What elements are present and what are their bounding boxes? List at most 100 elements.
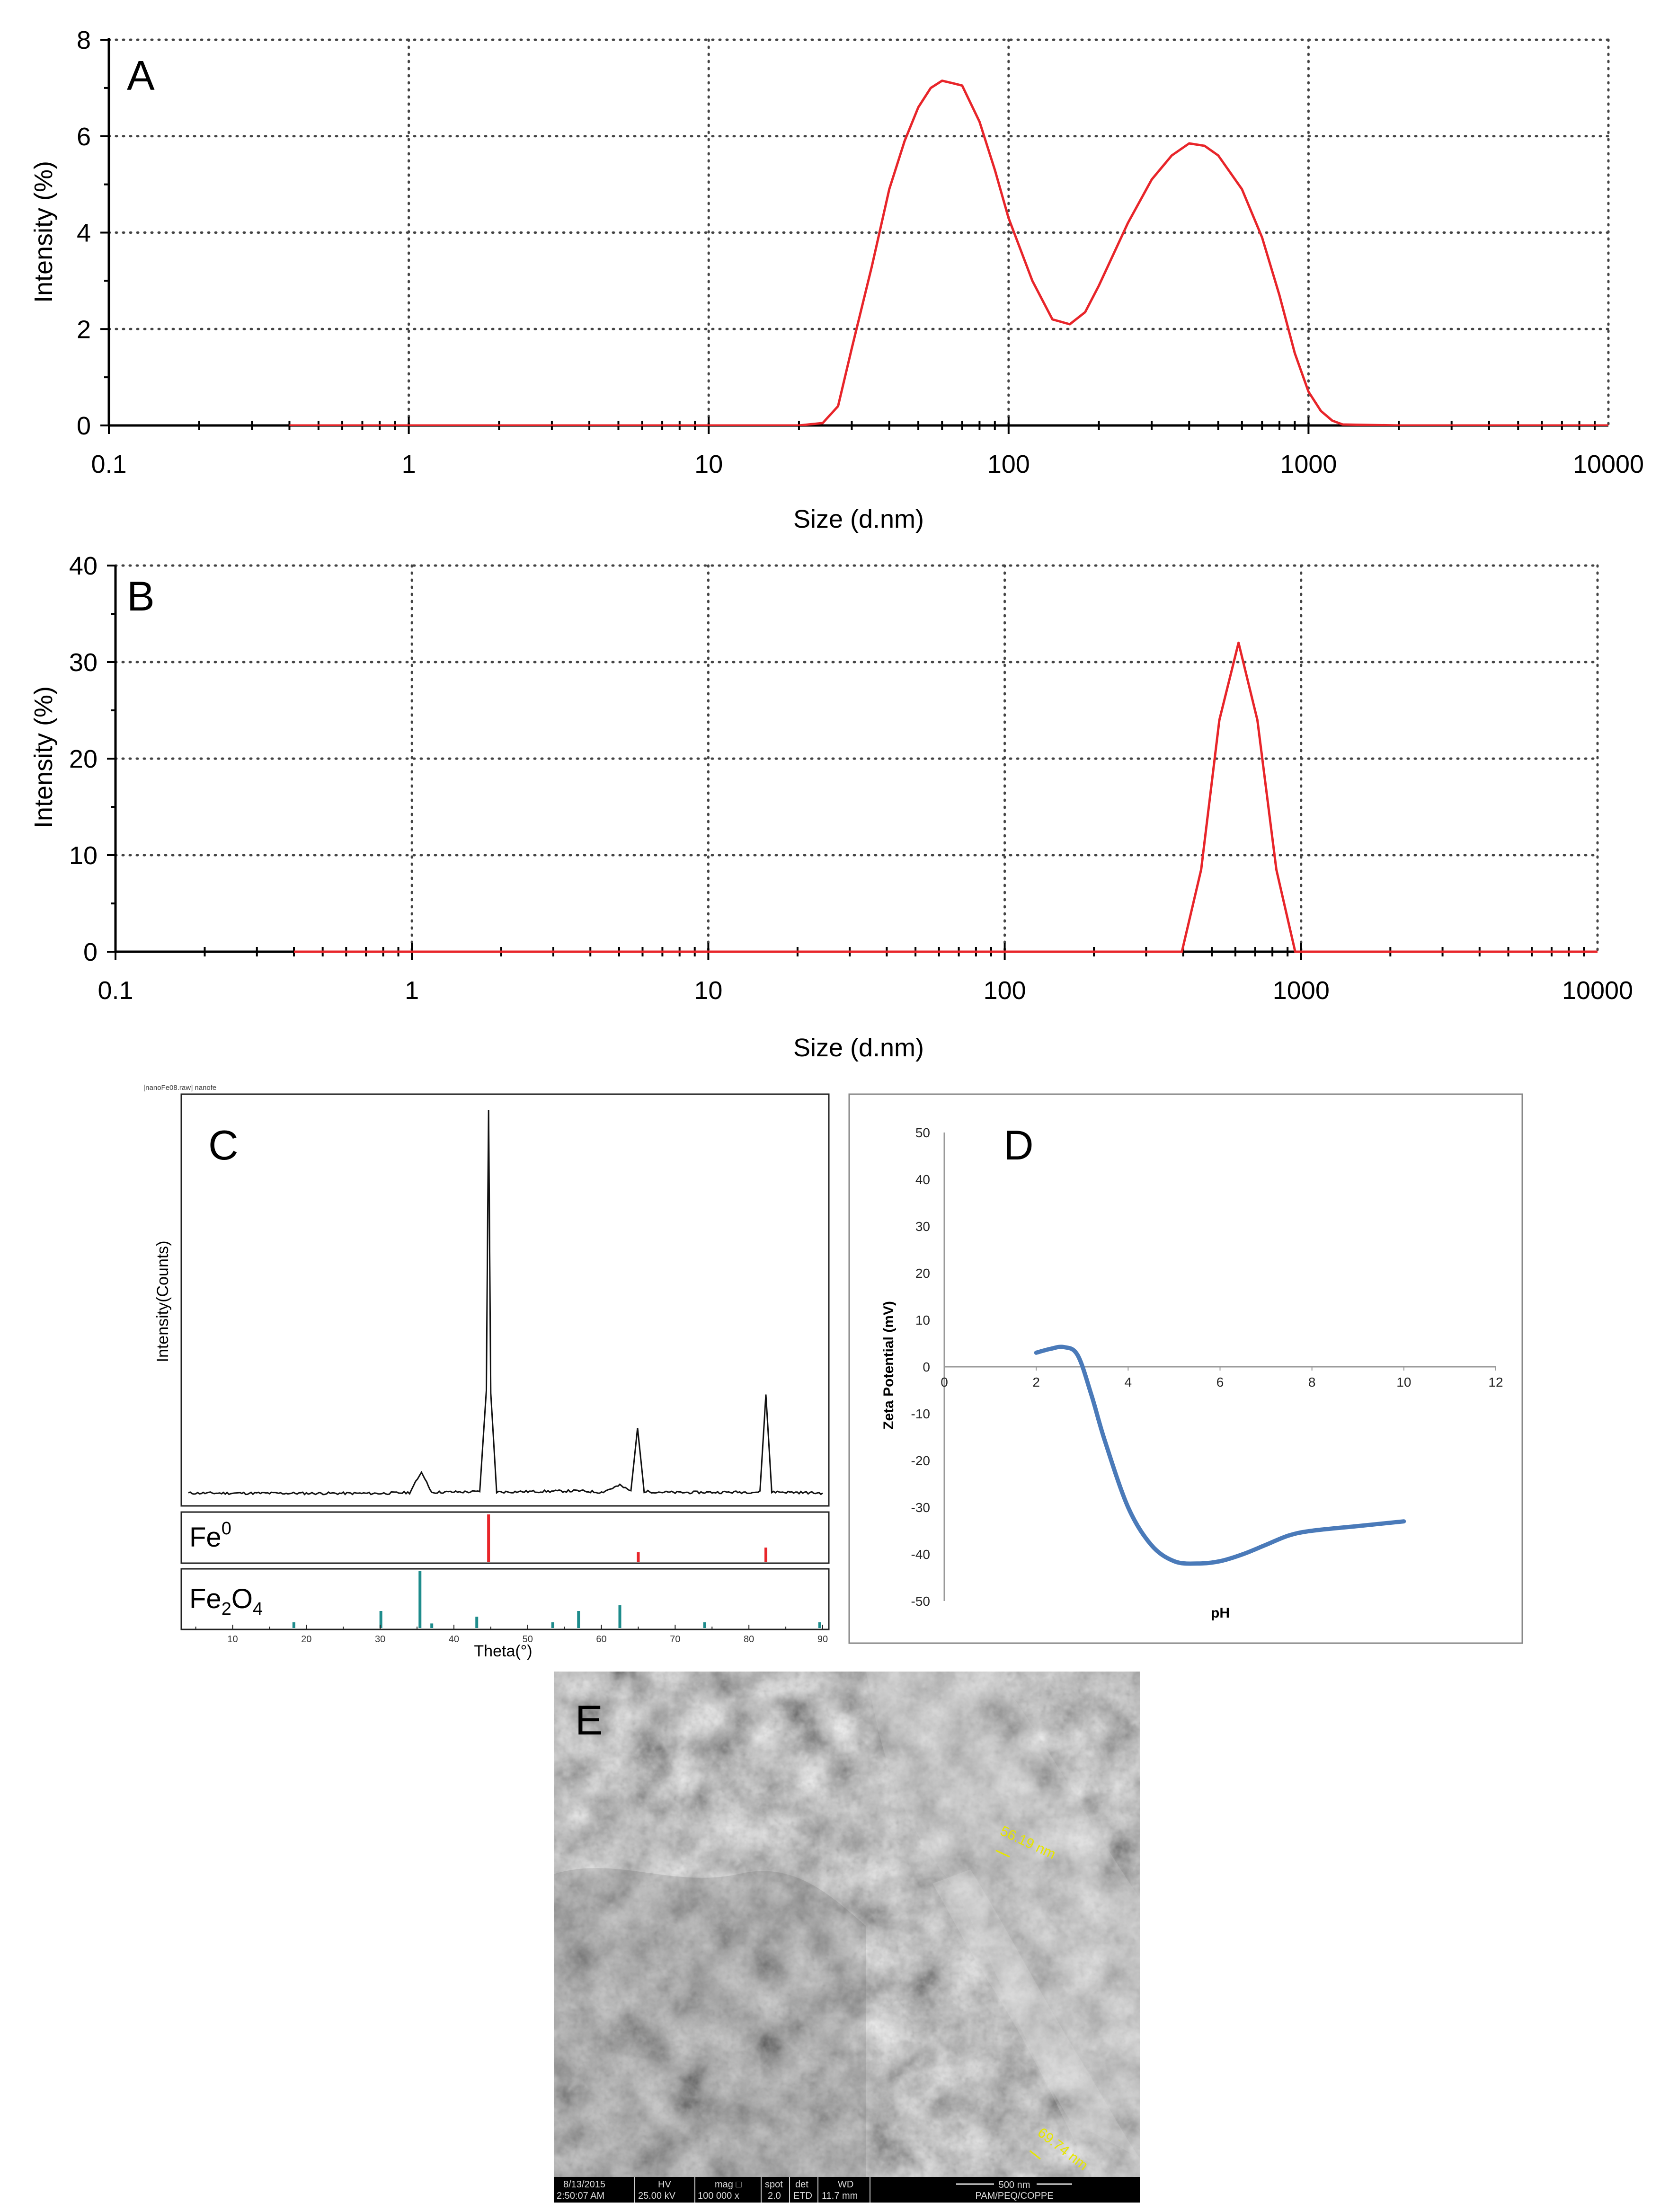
- sem-spot-value: 2.0: [768, 2191, 781, 2201]
- panel-c-fe0-peaks: [487, 1514, 768, 1562]
- panel-a-y-label: Intensity (%): [29, 161, 58, 303]
- sem-mag-label: mag □: [715, 2179, 742, 2190]
- sem-hv-label: HV: [658, 2179, 671, 2190]
- d-y-tick-label: -50: [911, 1594, 930, 1609]
- c-x-tick-label: 30: [375, 1634, 385, 1645]
- b-y-tick-label: 30: [69, 648, 98, 677]
- c-x-tick-label: 40: [449, 1634, 459, 1645]
- b-y-tick-label: 20: [69, 745, 98, 773]
- d-x-tick-label: 10: [1396, 1375, 1411, 1389]
- panel-c-fe2o4-frame: [180, 1568, 830, 1630]
- c-x-tick-label: 70: [670, 1634, 680, 1645]
- a-x-tick-label: 1000: [1280, 450, 1337, 478]
- d-y-tick-label: -10: [911, 1407, 930, 1421]
- panel-d-series: [1034, 1345, 1406, 1566]
- panel-b-ticks: [107, 565, 1585, 960]
- panel-d-ticks: [944, 1367, 1496, 1371]
- d-x-tick-label: 8: [1308, 1375, 1316, 1389]
- a-y-tick-label: 2: [77, 315, 91, 344]
- d-y-tick-label: 50: [915, 1125, 930, 1140]
- d-zeta-curve: [1034, 1345, 1406, 1566]
- sem-hv-value: 25.00 kV: [638, 2191, 676, 2201]
- panel-c-fe2o4-label: Fe2O4: [189, 1584, 263, 1619]
- a-x-tick-label: 10000: [1573, 450, 1644, 478]
- b-y-tick-label: 0: [83, 938, 98, 966]
- a-y-tick-label: 6: [77, 123, 91, 151]
- sem-wd-label: WD: [838, 2179, 853, 2190]
- a-intensity-line: [289, 80, 1608, 426]
- sem-wd-value: 11.7 mm: [822, 2191, 858, 2201]
- panel-c-fe0-label: Fe0: [189, 1519, 231, 1553]
- b-x-tick-label: 1000: [1273, 976, 1330, 1005]
- panel-b-x-label: Size (d.nm): [793, 1034, 924, 1062]
- d-x-tick-label: 6: [1216, 1375, 1224, 1389]
- b-x-tick-label: 100: [984, 976, 1026, 1005]
- d-y-tick-label: 10: [915, 1313, 930, 1327]
- c-x-tick-label: 50: [523, 1634, 533, 1645]
- a-x-tick-label: 100: [987, 450, 1030, 478]
- panel-b-label: B: [127, 573, 155, 619]
- a-x-tick-label: 0.1: [91, 450, 126, 478]
- panel-a-x-label: Size (d.nm): [793, 505, 924, 533]
- panel-a-size-distribution: 0.1 1 10 100 1000 10000 0 2 4 6 8 A Size (d.nm) In…: [29, 26, 1644, 533]
- d-y-tick-label: 40: [915, 1172, 930, 1187]
- panel-c-header: [nanoFe08.raw] nanofe: [143, 1084, 216, 1092]
- b-y-tick-label: 40: [69, 552, 98, 580]
- d-x-tick-label: 0: [941, 1375, 948, 1389]
- panel-c-pattern: [188, 1109, 823, 1495]
- b-x-tick-label: 1: [405, 976, 419, 1005]
- panel-c-plot-frame: [180, 1093, 830, 1507]
- panel-c-y-label: Intensity(Counts): [154, 1241, 172, 1363]
- d-y-tick-label: -20: [911, 1453, 930, 1468]
- panel-d-tick-labels: 50 40 30 20 10 0 -10 -20 -30 -40 -50 0 2 4 6 8 10 12: [911, 1125, 1503, 1609]
- d-y-tick-label: 30: [915, 1219, 930, 1234]
- a-y-tick-label: 8: [77, 26, 91, 54]
- sem-bright-ridge: [866, 1672, 1140, 2158]
- panel-c-xrd: [nanoFe08.raw] nanofe 10 20 30 40 50 60 70 80 90…: [143, 1084, 830, 1660]
- panel-b-y-label: Intensity (%): [29, 686, 58, 828]
- sem-scale-label: 500 nm: [999, 2180, 1030, 2190]
- c-x-tick-label: 20: [301, 1634, 311, 1645]
- panel-c-fe0-frame: [180, 1511, 830, 1564]
- panel-b-size-distribution: 0.1 1 10 100 1000 10000 0 10 20 30 40 B Size (d.nm…: [29, 552, 1633, 1062]
- sem-det-label: det: [795, 2179, 808, 2190]
- d-y-tick-label: -30: [911, 1500, 930, 1515]
- sem-mag-value: 100 000 x: [698, 2191, 739, 2201]
- a-y-tick-label: 4: [77, 219, 91, 248]
- panel-e-sem-image: E 56.19 nm 69.74 nm 8/13/2015 2:50:07 AM…: [554, 1672, 1140, 2203]
- panel-d-label: D: [1003, 1122, 1034, 1168]
- panel-d-zeta: 50 40 30 20 10 0 -10 -20 -30 -40 -50 0 2 4 6 8 10 12 D Ze…: [848, 1093, 1523, 1644]
- d-x-tick-label: 4: [1125, 1375, 1132, 1389]
- c-x-tick-label: 90: [817, 1634, 828, 1645]
- panel-a-grid: [107, 38, 1610, 427]
- d-y-tick-label: -40: [911, 1547, 930, 1562]
- a-y-tick-label: 0: [77, 412, 91, 440]
- b-intensity-line: [294, 641, 1598, 953]
- sem-time: 2:50:07 AM: [557, 2191, 604, 2201]
- d-x-tick-label: 12: [1488, 1375, 1503, 1389]
- a-x-tick-label: 10: [694, 450, 723, 478]
- panel-a-label: A: [127, 52, 155, 99]
- panel-a-tick-labels: 0.1 1 10 100 1000 10000 0 2 4 6 8: [77, 26, 1644, 478]
- sem-org-label: PAM/PEQ/COPPE: [975, 2191, 1053, 2201]
- d-y-tick-label: 20: [915, 1266, 930, 1281]
- panel-e-label: E: [575, 1697, 603, 1743]
- b-x-tick-label: 10000: [1562, 976, 1633, 1005]
- panel-a-series: [289, 80, 1608, 426]
- sem-spot-label: spot: [765, 2179, 783, 2190]
- panel-b-grid: [114, 564, 1599, 953]
- panel-b-series: [294, 641, 1598, 953]
- panel-b-tick-labels: 0.1 1 10 100 1000 10000 0 10 20 30 40: [69, 552, 1633, 1005]
- c-x-tick-label: 60: [596, 1634, 606, 1645]
- b-x-tick-label: 10: [694, 976, 722, 1005]
- c-xrd-line: [188, 1109, 823, 1495]
- c-x-tick-label: 10: [227, 1634, 238, 1645]
- b-x-tick-label: 0.1: [98, 976, 133, 1005]
- panel-c-x-label: Theta(°): [474, 1642, 532, 1660]
- a-x-tick-label: 1: [402, 450, 416, 478]
- panel-c-label: C: [208, 1122, 239, 1168]
- panel-c-tick-labels: 10 20 30 40 50 60 70 80 90: [227, 1634, 828, 1645]
- panel-d-frame: [848, 1093, 1523, 1644]
- panel-c-fe2o4-peaks: [292, 1571, 821, 1628]
